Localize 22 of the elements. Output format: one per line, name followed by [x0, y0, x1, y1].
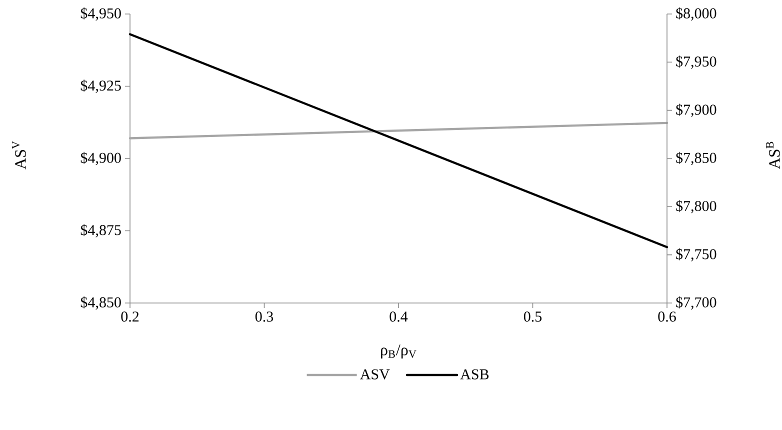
y2-tick-label: $7,800: [676, 200, 716, 214]
legend-label: ASB: [460, 369, 489, 380]
y2-axis-title: AS$^{B}$: [766, 142, 780, 170]
y2-tick-label: $7,750: [676, 248, 716, 262]
x-tick-label: 0.5: [524, 312, 542, 322]
x-axis-title: ρ$_{B}$/ρ$_{V}$: [381, 344, 416, 359]
y-tick-label: $4,850: [80, 296, 121, 310]
y-tick-label: $4,875: [80, 224, 121, 238]
y2-tick-label: $7,700: [676, 296, 716, 310]
y2-tick-label: $7,850: [676, 152, 716, 166]
y-tick-label: $4,925: [80, 80, 121, 93]
x-tick-label: 0.4: [390, 312, 408, 322]
y-tick-label: $4,950: [80, 7, 121, 21]
legend-label: ASV: [360, 369, 390, 380]
y2-tick-label: $8,000: [676, 7, 716, 21]
x-tick-label: 0.2: [121, 312, 139, 322]
y-axis-title: AS$^{V}$: [12, 141, 26, 170]
y2-tick-label: $7,900: [676, 104, 716, 117]
x-tick-label: 0.6: [658, 312, 676, 322]
x-tick-label: 0.3: [255, 312, 274, 322]
y2-tick-label: $7,950: [676, 56, 716, 69]
y-tick-label: $4,900: [80, 152, 121, 166]
